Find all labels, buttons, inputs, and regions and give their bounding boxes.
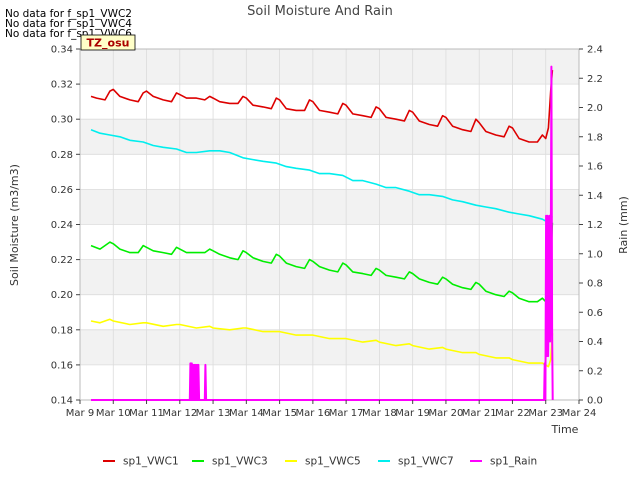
x-tick-label: Mar 21 [462,408,497,419]
y-tick-label: 0.24 [51,220,73,231]
x-axis-label: Time [551,423,579,436]
y-axis-right: 0.0 0.2 0.4 0.6 0.8 1.0 1.2 1.4 1.6 1.8 2.0 2.2 2.4 [579,45,603,407]
plot-band [80,259,579,295]
y2-tick-label: 2.2 [587,74,603,85]
plot-band [80,119,579,155]
x-tick-label: Mar 10 [96,408,131,419]
x-tick-label: Mar 23 [528,408,563,419]
x-tick-label: Mar 17 [329,408,364,419]
y2-tick-label: 0.6 [587,308,603,319]
y2-tick-label: 1.4 [587,191,603,202]
x-tick-label: Mar 16 [295,408,330,419]
y-tick-label: 0.30 [51,115,73,126]
y2-tick-label: 2.4 [587,45,603,56]
x-tick-label: Mar 20 [429,408,464,419]
y-tick-label: 0.34 [51,45,73,56]
y2-tick-label: 0.4 [587,337,603,348]
y2-tick-label: 1.6 [587,162,603,173]
plot-band [80,329,579,365]
plot-band [80,49,579,85]
y-tick-label: 0.22 [51,255,73,266]
y-tick-label: 0.14 [51,396,73,407]
y2-tick-label: 0.8 [587,279,603,290]
plot-background-bands [80,49,579,365]
y2-tick-label: 0.0 [587,396,603,407]
legend-label: sp1_Rain [490,456,537,468]
y-axis-label: Soil Moisture (m3/m3) [8,164,21,286]
y-tick-label: 0.18 [51,325,73,336]
y2-tick-label: 2.0 [587,103,603,114]
series-line-sp1-vwc3 [90,222,554,303]
series-line-sp1-vwc5 [90,318,554,368]
series-line-sp1-vwc1 [90,70,554,143]
x-tick-label: Mar 14 [229,408,264,419]
station-badge-text: TZ_osu [87,37,130,50]
y-axis-left: 0.14 0.16 0.18 0.20 0.22 0.24 0.26 0.28 0.30 0.32… [51,45,80,407]
station-badge: TZ_osu [80,34,136,51]
x-tick-label: Mar 22 [495,408,530,419]
x-tick-label: Mar 13 [196,408,231,419]
legend-label: sp1_VWC3 [212,456,268,468]
legend: sp1_VWC1 sp1_VWC3 sp1_VWC5 sp1_VWC7 sp1_Rain [103,456,537,468]
y-tick-label: 0.20 [51,290,73,301]
y2-axis-label: Rain (mm) [617,196,630,254]
chart-title: Soil Moisture And Rain [247,4,393,19]
series-line-sp1-vwc7 [90,128,553,222]
series-lines [90,65,554,401]
y2-tick-label: 1.8 [587,132,603,143]
station-badge-box [80,34,136,51]
y2-tick-label: 1.2 [587,220,603,231]
legend-label: sp1_VWC1 [123,456,179,468]
y-tick-label: 0.32 [51,80,73,91]
no-data-note-vwc2: No data for f_sp1_VWC2 [5,8,132,20]
legend-label: sp1_VWC7 [398,456,454,468]
legend-label: sp1_VWC5 [305,456,361,468]
y-tick-label: 0.16 [51,360,73,371]
x-tick-label: Mar 24 [562,408,597,419]
x-tick-label: Mar 15 [262,408,297,419]
x-tick-label: Mar 12 [162,408,197,419]
x-tick-label: Mar 18 [362,408,397,419]
series-line-sp1-rain [91,65,554,401]
no-data-note-vwc4: No data for f_sp1_VWC4 [5,18,132,30]
x-tick-label: Mar 9 [66,408,94,419]
x-tick-label: Mar 11 [129,408,164,419]
y-tick-label: 0.26 [51,185,73,196]
x-tick-label: Mar 19 [395,408,430,419]
y-tick-label: 0.28 [51,150,73,161]
plot-band [80,189,579,225]
y2-tick-label: 1.0 [587,249,603,260]
y2-tick-label: 0.2 [587,366,603,377]
